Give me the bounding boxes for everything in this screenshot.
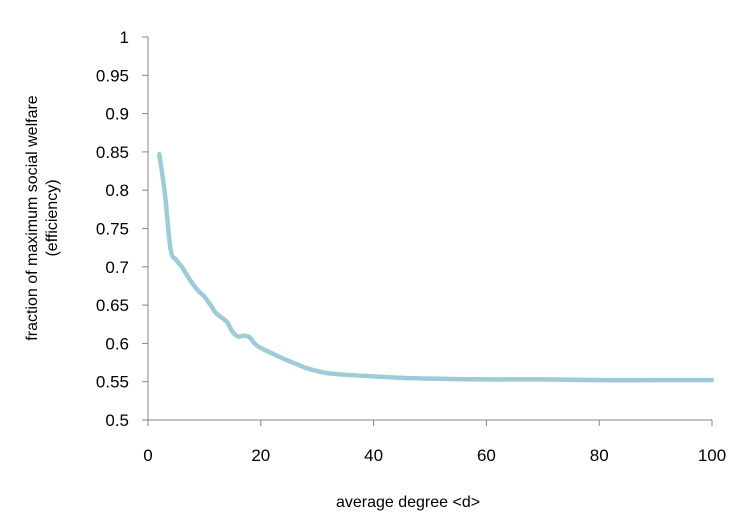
y-tick-label: 0.55 — [96, 373, 129, 392]
y-axis-label-line-1: fraction of maximum social welfare — [24, 95, 41, 341]
y-tick-label: 1 — [120, 28, 129, 47]
x-tick-labels: 0 20 40 60 80 100 — [143, 446, 726, 465]
y-tick-label: 0.8 — [105, 181, 129, 200]
y-tick-label: 0.85 — [96, 143, 129, 162]
y-tick-label: 0.95 — [96, 66, 129, 85]
y-tick-labels: 0.5 0.55 0.6 0.65 0.7 0.75 0.8 0.85 0.9 0.95 1 — [96, 28, 129, 430]
y-tick-label: 0.5 — [105, 411, 129, 430]
x-tick-label: 60 — [477, 446, 496, 465]
y-tick-label: 0.75 — [96, 220, 129, 239]
x-axis-label: average degree <d> — [336, 494, 480, 511]
x-tick-label: 100 — [698, 446, 726, 465]
y-tick-label: 0.9 — [105, 105, 129, 124]
efficiency-line — [157, 151, 715, 383]
y-axis-label-line-2: (efficiency) — [44, 179, 61, 256]
x-tick-label: 40 — [364, 446, 383, 465]
series-layer — [157, 151, 715, 383]
axes — [142, 36, 713, 426]
x-tick-label: 20 — [251, 446, 270, 465]
x-tick-label: 0 — [143, 446, 152, 465]
y-tick-label: 0.6 — [105, 334, 129, 353]
y-tick-label: 0.65 — [96, 296, 129, 315]
y-tick-label: 0.7 — [105, 258, 129, 277]
x-tick-label: 80 — [590, 446, 609, 465]
